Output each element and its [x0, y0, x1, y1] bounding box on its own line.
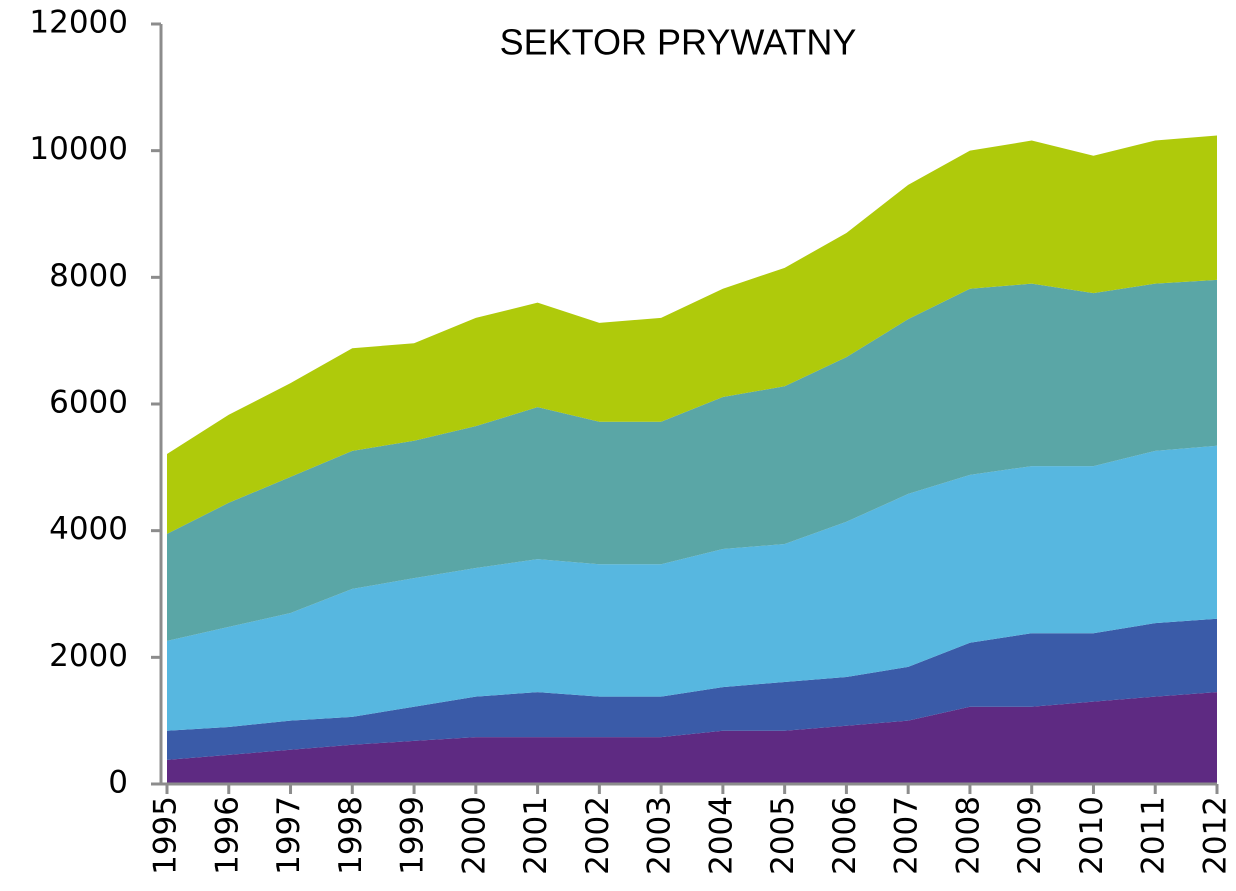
- x-tick-label: 1997: [271, 796, 307, 875]
- x-tick-label: 1998: [333, 796, 369, 875]
- y-tick-label: 10000: [29, 131, 128, 167]
- area: [167, 445, 1217, 731]
- x-tick-label: 2004: [703, 796, 739, 875]
- x-tick-label: 2011: [1136, 796, 1172, 875]
- x-tick-label: 2007: [889, 796, 925, 875]
- x-tick-label: 1996: [209, 796, 245, 875]
- x-tick-label: 2002: [580, 796, 616, 875]
- x-tick-label: 2006: [827, 796, 863, 875]
- chart-title: SEKTOR PRYWATNY: [500, 22, 857, 63]
- x-tick-label: 1999: [395, 796, 431, 875]
- y-tick-label: 4000: [49, 511, 128, 547]
- x-tick-label: 2010: [1074, 796, 1110, 875]
- area: [167, 618, 1217, 760]
- y-tick-label: 12000: [29, 5, 128, 41]
- area: [167, 135, 1217, 534]
- x-tick-label: 2003: [642, 796, 678, 875]
- x-tick-label: 2008: [950, 796, 986, 875]
- x-tick-label: 2005: [765, 796, 801, 875]
- x-tick-label: 2012: [1198, 796, 1234, 875]
- area: [167, 279, 1217, 641]
- x-tick-label: 1995: [148, 796, 184, 875]
- y-tick-label: 2000: [49, 638, 128, 674]
- x-tick-label: 2000: [456, 796, 492, 875]
- x-tick-label: 2001: [518, 796, 554, 875]
- y-tick-label: 0: [108, 765, 128, 801]
- area: [167, 692, 1217, 784]
- x-tick-label: 2009: [1012, 796, 1048, 875]
- y-tick-label: 6000: [49, 385, 128, 421]
- y-tick-label: 8000: [49, 258, 128, 294]
